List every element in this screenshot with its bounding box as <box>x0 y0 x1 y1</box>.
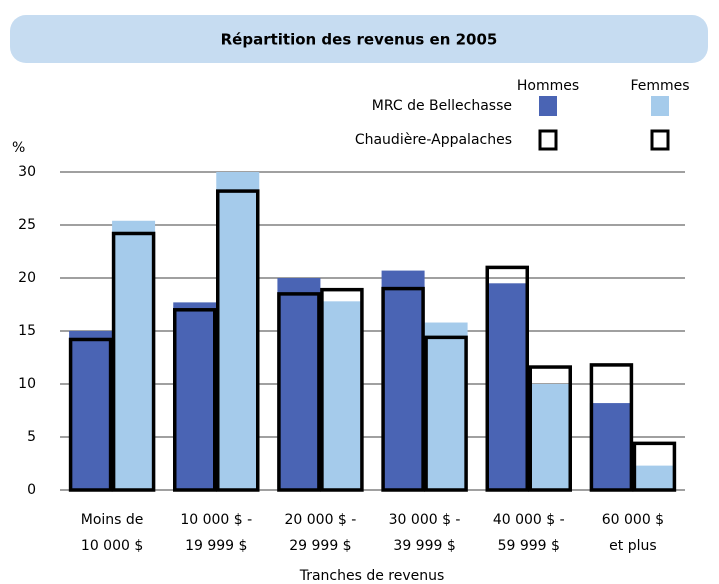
x-tick-label: et plus <box>609 538 657 554</box>
bar <box>485 283 529 490</box>
legend-swatch <box>539 96 557 116</box>
bar <box>216 172 260 490</box>
bar-outline <box>485 265 529 492</box>
bar-outline <box>632 441 677 492</box>
y-tick-label: 25 <box>18 217 36 233</box>
bar-outline <box>111 231 156 492</box>
x-tick-label: Moins de <box>81 512 144 528</box>
legend-label: Chaudière-Appalaches <box>355 132 512 148</box>
x-tick-label: 59 999 $ <box>498 538 560 554</box>
legend-swatch <box>650 129 670 151</box>
x-tick-label: 10 000 $ - <box>180 512 252 528</box>
legend-swatch <box>538 129 558 151</box>
y-tick-label: 5 <box>27 429 36 445</box>
bar <box>381 270 425 490</box>
title-box <box>10 15 708 63</box>
legend-label: MRC de Bellechasse <box>372 98 512 114</box>
x-tick-label: 39 999 $ <box>393 538 455 554</box>
bar <box>320 301 364 490</box>
y-tick-label: 0 <box>27 482 36 498</box>
legend-column: Femmes <box>630 78 689 94</box>
bar-outline <box>68 337 113 492</box>
bar <box>632 465 676 490</box>
legend-column: Hommes <box>517 78 579 94</box>
bar <box>589 403 633 490</box>
x-axis-label: Tranches de revenus <box>299 568 445 584</box>
x-tick-label: 40 000 $ - <box>493 512 565 528</box>
y-tick-label: 20 <box>18 270 36 286</box>
bar-outline <box>173 308 217 492</box>
bar <box>112 220 156 490</box>
x-tick-label: 30 000 $ - <box>389 512 461 528</box>
x-tick-label: 19 999 $ <box>185 538 247 554</box>
bar <box>69 331 113 490</box>
bar-outline <box>528 365 572 492</box>
bar <box>277 278 321 490</box>
legend-swatch <box>651 96 669 116</box>
y-axis-label: % <box>12 140 25 156</box>
x-tick-label: 60 000 $ <box>602 512 664 528</box>
chart-title: Répartition des revenus en 2005 <box>221 31 498 49</box>
bar <box>528 384 572 490</box>
bar-outline <box>320 287 364 492</box>
bar-outline <box>589 363 634 492</box>
x-tick-label: 29 999 $ <box>289 538 351 554</box>
bar-outline <box>216 189 260 492</box>
bar-outline <box>277 292 321 492</box>
x-tick-label: 20 000 $ - <box>284 512 356 528</box>
bar-outline <box>381 286 425 492</box>
bar <box>424 322 468 490</box>
bar-outline <box>424 335 468 492</box>
y-tick-label: 30 <box>18 164 36 180</box>
x-tick-label: 10 000 $ <box>81 538 143 554</box>
bar <box>173 302 217 490</box>
y-tick-label: 15 <box>18 323 36 339</box>
y-tick-label: 10 <box>18 376 36 392</box>
